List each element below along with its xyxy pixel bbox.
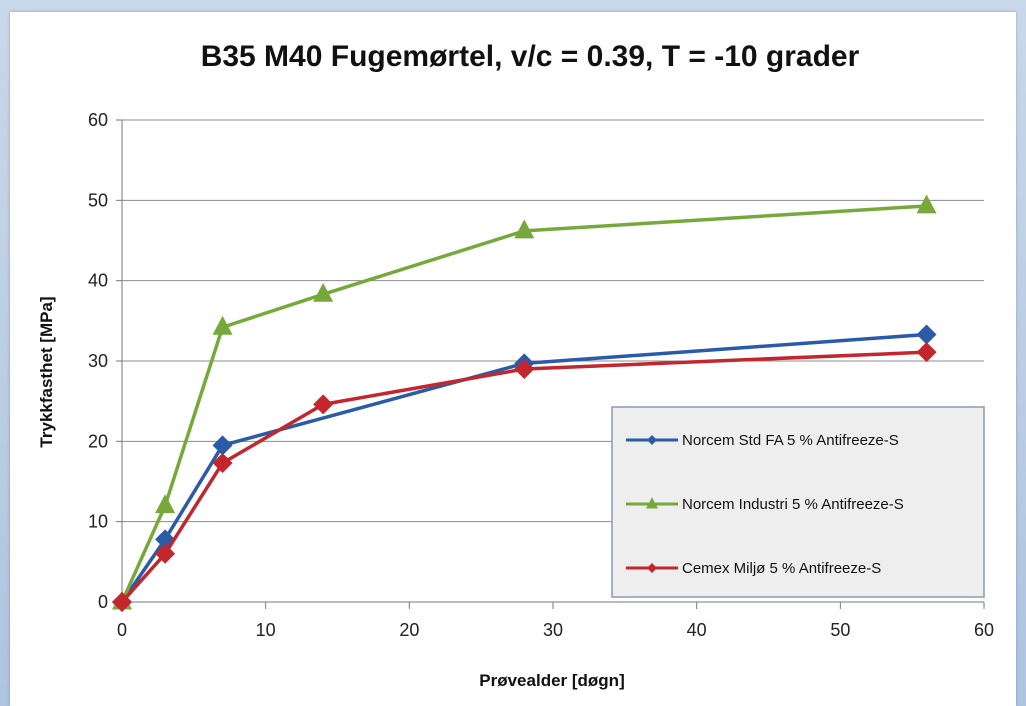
- x-tick-label: 30: [543, 620, 563, 640]
- chart-area: B35 M40 Fugemørtel, v/c = 0.39, T = -10 …: [10, 12, 1016, 706]
- y-tick-label: 10: [88, 512, 108, 532]
- legend-marker: [647, 563, 657, 573]
- x-tick-label: 50: [830, 620, 850, 640]
- series-line-2: [120, 204, 927, 603]
- line-chart: B35 M40 Fugemørtel, v/c = 0.39, T = -10 …: [37, 40, 994, 690]
- series-layer: [112, 194, 937, 612]
- y-axis-label: Trykkfasthet [MPa]: [37, 296, 56, 447]
- data-point: [916, 342, 937, 363]
- legend-item-2: Norcem Industri 5 % Antifreeze-S: [626, 496, 904, 513]
- y-tick-label: 50: [88, 190, 108, 210]
- y-tick-label: 20: [88, 431, 108, 451]
- x-axis-label: Prøvealder [døgn]: [479, 671, 624, 690]
- legend-label: Norcem Std FA 5 % Antifreeze-S: [682, 432, 899, 449]
- x-tick-label: 60: [974, 620, 994, 640]
- legend: Norcem Std FA 5 % Antifreeze-S Norcem Ind…: [611, 406, 985, 598]
- legend-marker: [647, 435, 657, 445]
- data-point: [212, 435, 233, 456]
- y-tick-label: 30: [88, 351, 108, 371]
- data-point: [155, 543, 176, 564]
- data-point: [212, 315, 233, 335]
- data-point: [313, 282, 334, 302]
- legend-label: Norcem Industri 5 % Antifreeze-S: [682, 496, 904, 513]
- data-point: [313, 394, 334, 415]
- data-point: [514, 219, 535, 239]
- data-point: [916, 324, 937, 345]
- data-point: [112, 592, 132, 612]
- legend-item-1: Norcem Std FA 5 % Antifreeze-S: [626, 432, 899, 449]
- series-3: [112, 342, 937, 612]
- axes: 0 10 20 30 40 50 60 0 10 20 30 40 50 60: [88, 110, 994, 640]
- legend-marker: [646, 497, 658, 509]
- y-tick-label: 40: [88, 271, 108, 291]
- y-tick-label: 0: [98, 592, 108, 612]
- legend-label: Cemex Miljø 5 % Antifreeze-S: [682, 560, 881, 577]
- y-tick-label: 60: [88, 110, 108, 130]
- x-tick-label: 40: [687, 620, 707, 640]
- x-tick-label: 10: [256, 620, 276, 640]
- data-point: [916, 194, 937, 214]
- x-tick-label: 0: [117, 620, 127, 640]
- legend-item-3: Cemex Miljø 5 % Antifreeze-S: [626, 560, 881, 577]
- data-point: [514, 359, 535, 380]
- data-point: [155, 494, 176, 514]
- data-point: [212, 453, 233, 474]
- series-line-3: [120, 350, 927, 604]
- x-tick-label: 20: [399, 620, 419, 640]
- chart-title: B35 M40 Fugemørtel, v/c = 0.39, T = -10 …: [201, 40, 860, 73]
